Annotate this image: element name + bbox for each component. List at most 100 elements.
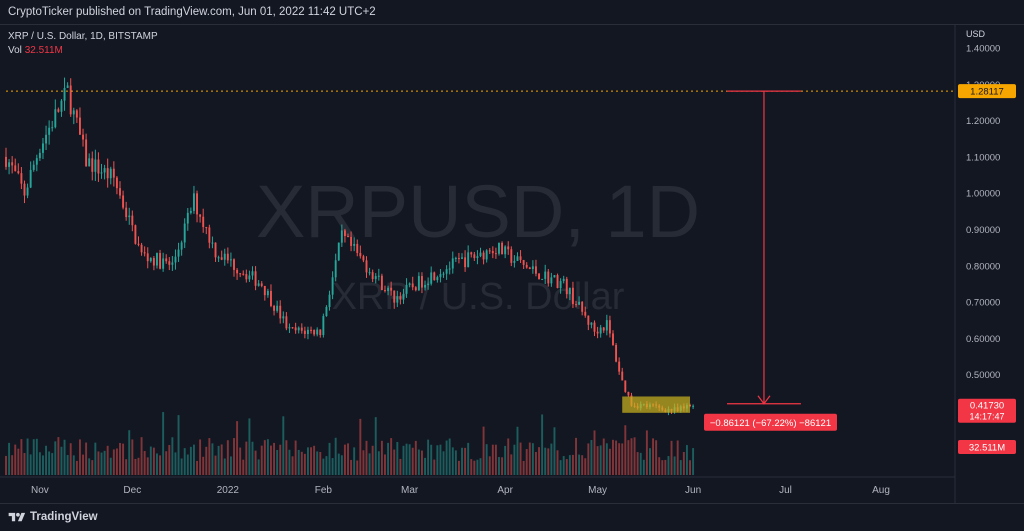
volume-bar: [685, 445, 688, 475]
volume-bar: [220, 444, 223, 475]
volume-bar: [186, 454, 189, 475]
candle-body: [85, 139, 88, 167]
candle-body: [470, 252, 473, 255]
level-badge: 1.28117: [970, 87, 1004, 98]
candle-body: [23, 183, 26, 196]
candle-body: [165, 258, 168, 262]
candle-body: [365, 260, 368, 273]
candle-body: [362, 256, 365, 261]
volume-bar: [380, 440, 383, 475]
support-zone[interactable]: [622, 396, 691, 413]
candle-body: [467, 252, 470, 268]
candle-body: [374, 276, 377, 280]
candle-body: [319, 329, 322, 336]
candle-body: [340, 230, 343, 243]
volume-bar: [103, 450, 106, 475]
volume-bar: [658, 457, 661, 475]
volume-bar: [679, 460, 682, 475]
volume-bar: [248, 418, 251, 475]
volume-bar: [642, 459, 645, 475]
volume-bar: [368, 453, 371, 475]
volume-bar: [260, 445, 263, 475]
volume-bar: [97, 451, 100, 475]
volume-bar: [189, 446, 192, 475]
candle-body: [131, 215, 134, 226]
volume-bar: [14, 444, 17, 475]
candle-body: [399, 296, 402, 300]
volume-bar: [11, 455, 14, 475]
volume-bar: [125, 459, 128, 475]
volume-bar: [276, 449, 279, 475]
tradingview-logo-icon[interactable]: [8, 511, 26, 524]
candle-body: [689, 404, 691, 406]
volume-bar: [371, 445, 374, 475]
candle-body: [328, 294, 331, 308]
volume-bar: [162, 412, 165, 475]
footer-brand[interactable]: TradingView: [30, 511, 98, 523]
price-tick-label: 1.10000: [966, 152, 1000, 163]
candle-body: [313, 330, 316, 335]
volume-bar: [464, 447, 467, 475]
volume-bar: [584, 458, 587, 475]
volume-bar: [374, 417, 377, 475]
volume-bar: [294, 440, 297, 475]
candle-body: [541, 278, 544, 280]
volume-bar: [384, 454, 386, 475]
published-line: CryptoTicker published on TradingView.co…: [8, 6, 376, 18]
candle-body: [168, 261, 171, 265]
chart-area[interactable]: XRPUSD, 1D XRP / U.S. Dollar −0.86121 (−…: [0, 25, 1024, 503]
volume-bar: [165, 451, 168, 475]
price-tick-label: 1.00000: [966, 189, 1000, 200]
volume-bar: [347, 443, 349, 475]
volume-bar: [482, 426, 485, 475]
volume-bar: [288, 449, 291, 475]
volume-bar: [399, 458, 402, 475]
candle-body: [103, 168, 106, 173]
measure-tool[interactable]: −0.86121 (−67.22%) −86121: [704, 90, 837, 431]
volume-bar: [556, 450, 559, 475]
volume-bar: [439, 444, 442, 475]
volume-bar: [91, 460, 94, 475]
volume-bar: [535, 452, 537, 475]
volume-bar: [424, 457, 426, 475]
volume-bar: [337, 453, 340, 475]
candle-body: [294, 327, 297, 331]
candle-body: [285, 316, 288, 329]
candle-body: [433, 272, 436, 281]
volume-bar: [112, 449, 115, 475]
candle-body: [535, 266, 537, 274]
volume-bar: [233, 438, 235, 475]
candle-body: [276, 305, 279, 311]
volume-bar: [562, 456, 565, 475]
candle-body: [88, 158, 91, 167]
candle-body: [476, 256, 479, 259]
volume-bar: [57, 437, 60, 475]
volume-bar: [156, 453, 158, 475]
volume-bar: [599, 445, 602, 475]
candle-body: [507, 246, 510, 250]
candle-body: [263, 285, 266, 296]
candle-body: [146, 253, 149, 262]
volume-bar: [72, 455, 75, 475]
volume-bar: [177, 415, 180, 475]
candle-body: [5, 156, 7, 167]
volume-bar: [547, 448, 550, 475]
volume-bar: [75, 460, 78, 475]
candle-body: [143, 252, 146, 254]
volume-bar: [581, 455, 584, 475]
volume-bar: [266, 439, 269, 475]
candle-body: [257, 283, 260, 286]
candle-body: [291, 327, 294, 329]
candle-body: [436, 277, 439, 281]
candle-body: [223, 253, 226, 260]
time-tick-label: Aug: [872, 485, 890, 496]
volume-bar: [291, 456, 294, 475]
price-chart[interactable]: XRPUSD, 1D XRP / U.S. Dollar −0.86121 (−…: [0, 25, 1024, 503]
volume-bar: [414, 440, 417, 475]
candle-body: [384, 290, 386, 292]
time-tick-label: Mar: [401, 485, 419, 496]
candle-body: [347, 236, 349, 238]
time-axis[interactable]: Nov Dec 2022 Feb Mar Apr May Jun Jul Aug: [31, 485, 890, 496]
candle-body: [692, 405, 695, 407]
candle-body: [233, 259, 235, 270]
